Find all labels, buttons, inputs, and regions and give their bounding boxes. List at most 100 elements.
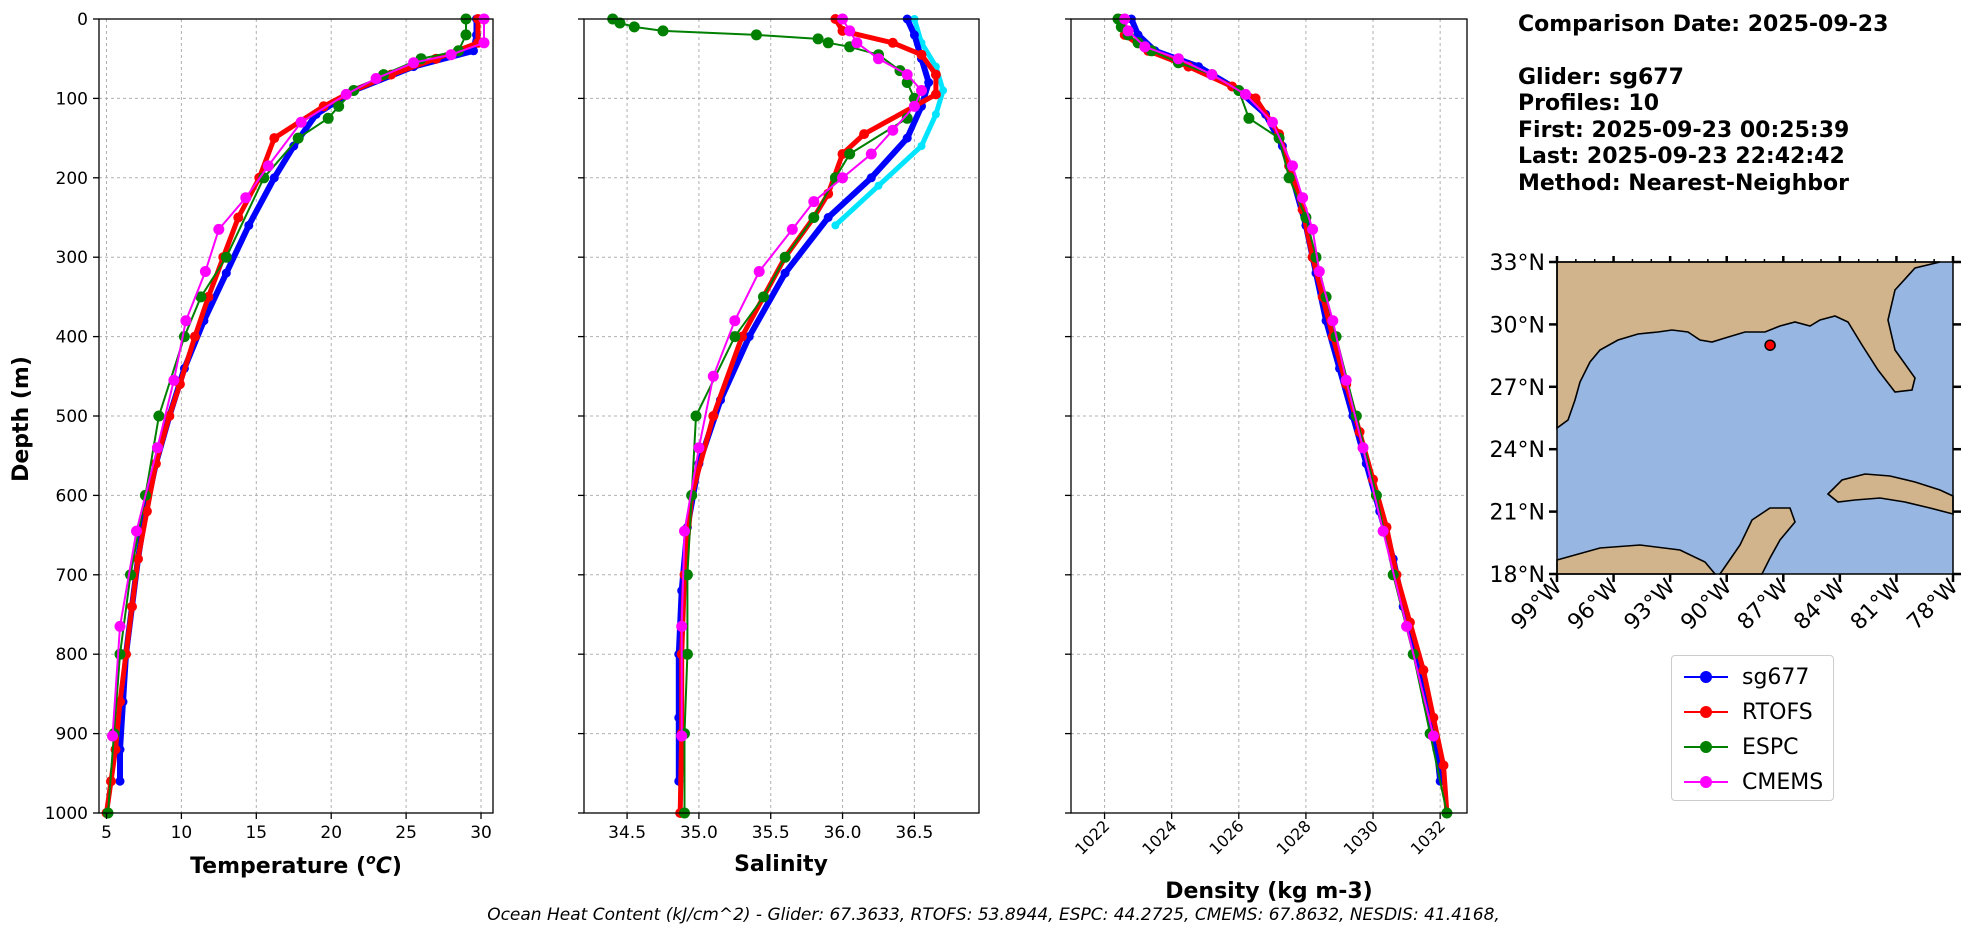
- series-sg677: [1126, 14, 1445, 786]
- salinity-ticks: 34.5 35.0 35.5 36.0 36.5: [578, 18, 933, 843]
- salinity-panel: 34.5 35.0 35.5 36.0 36.5 Salinity: [578, 13, 980, 877]
- data-point-rtofs: [916, 49, 927, 60]
- data-point-sg677-individual: [831, 221, 840, 230]
- data-point-cmems: [851, 37, 863, 49]
- y-tick-label: 600: [56, 486, 88, 506]
- data-point-cmems: [295, 116, 307, 128]
- data-point-sg677: [823, 213, 833, 222]
- data-point-cmems: [865, 148, 877, 160]
- data-point-cmems: [873, 53, 884, 65]
- x-tick-label: 25: [395, 823, 417, 843]
- data-point-cmems: [213, 223, 225, 235]
- map-lon-label: 90°W: [1676, 574, 1737, 635]
- map-lon-label: 96°W: [1563, 574, 1624, 635]
- x-tick-label: 20: [320, 823, 342, 843]
- x-tick-label: 5: [101, 823, 112, 843]
- data-point-rtofs: [708, 411, 719, 421]
- map-lon-label: 81°W: [1846, 574, 1907, 635]
- method: Method: Nearest-Neighbor: [1518, 170, 1849, 196]
- density-grid: [1071, 18, 1467, 814]
- map-lat-label: 24°N: [1490, 438, 1545, 463]
- data-point-sg677: [780, 268, 790, 278]
- info-spacer: [1518, 39, 1888, 65]
- data-point-cmems: [1122, 25, 1134, 37]
- map-lat-label: 18°N: [1490, 563, 1545, 588]
- data-point-espc: [758, 291, 769, 303]
- temperature-xlabel: Temperature (oC): [190, 852, 402, 879]
- data-point-espc: [153, 410, 165, 422]
- data-point-cmems: [408, 57, 420, 69]
- salinity-axes-frame: [583, 18, 980, 814]
- temperature-series: [101, 13, 490, 819]
- legend-item-rtofs: RTOFS: [1682, 697, 1813, 727]
- data-point-cmems: [676, 620, 688, 632]
- data-point-cmems: [1172, 53, 1184, 65]
- data-point-cmems: [1287, 160, 1298, 172]
- data-point-cmems: [131, 525, 142, 537]
- data-point-cmems: [1139, 41, 1151, 53]
- data-point-sg677: [115, 776, 125, 786]
- depth-ylabel: Depth (m): [9, 356, 34, 482]
- data-point-cmems: [151, 442, 163, 454]
- data-point-cmems: [114, 620, 126, 632]
- map-land-north: [1556, 261, 1941, 430]
- data-point-sg677: [902, 133, 912, 143]
- x-tick-label: 36.5: [895, 823, 933, 843]
- data-point-rtofs: [930, 89, 941, 100]
- data-point-cmems: [1377, 525, 1389, 537]
- map-lat-label: 27°N: [1490, 376, 1545, 401]
- data-point-sg677: [744, 332, 754, 342]
- data-point-sg677: [244, 220, 254, 230]
- data-point-espc: [681, 648, 693, 660]
- data-point-cmems: [262, 160, 274, 172]
- data-point-espc: [779, 251, 791, 263]
- data-point-cmems: [1340, 374, 1352, 386]
- data-point-cmems: [753, 266, 765, 277]
- map-lat-label: 30°N: [1490, 313, 1545, 338]
- data-point-sg677-individual: [874, 181, 883, 190]
- salinity-grid: [584, 18, 979, 814]
- data-point-espc: [844, 148, 856, 160]
- data-point-cmems: [786, 223, 798, 235]
- ohc-footer: Ocean Heat Content (kJ/cm^2) - Glider: 6…: [487, 905, 1500, 925]
- legend-swatch-rtofs: [1682, 697, 1730, 727]
- legend-item-sg677: sg677: [1682, 662, 1809, 692]
- map-lon-label: 87°W: [1733, 574, 1794, 635]
- data-point-espc: [114, 648, 126, 660]
- data-point-rtofs: [1438, 760, 1449, 771]
- data-point-cmems: [240, 192, 252, 204]
- y-tick-label: 800: [56, 645, 88, 665]
- data-point-cmems: [887, 124, 899, 136]
- data-point-espc: [901, 112, 913, 124]
- data-point-cmems: [676, 730, 688, 742]
- density-ticks: 1022 1024 1026 1028 1030 1032: [1065, 18, 1449, 859]
- data-point-rtofs: [164, 411, 175, 421]
- y-tick-label: 900: [56, 725, 88, 745]
- data-point-espc: [808, 212, 820, 223]
- x-tick-label: 30: [470, 823, 492, 843]
- y-tick-label: 700: [56, 566, 88, 586]
- data-point-rtofs: [203, 291, 214, 302]
- data-point-rtofs: [887, 37, 898, 48]
- data-point-sg677-individual: [939, 86, 948, 95]
- comparison-date: Comparison Date: 2025-09-23: [1518, 12, 1889, 37]
- data-point-cmems: [693, 442, 705, 454]
- map-lat-label: 21°N: [1490, 501, 1545, 526]
- density-panel: 1022 1024 1026 1028 1030 1032 Density (kg m-3…: [1065, 13, 1468, 904]
- data-point-sg677: [289, 141, 299, 151]
- legend-swatch-espc: [1682, 732, 1730, 762]
- data-point-cmems: [199, 266, 211, 277]
- glider-position-marker: [1764, 339, 1776, 351]
- data-point-cmems: [1313, 266, 1325, 277]
- data-point-espc: [1283, 172, 1295, 184]
- salinity-xlabel: Salinity: [734, 852, 828, 877]
- data-point-espc: [322, 112, 334, 124]
- data-point-cmems: [808, 196, 820, 208]
- data-point-cmems: [445, 49, 457, 61]
- data-point-cmems: [478, 37, 490, 49]
- map-lon-label: 78°W: [1903, 574, 1964, 635]
- series-sg677: [115, 14, 481, 786]
- data-point-cmems: [1327, 315, 1339, 327]
- data-point-espc: [220, 251, 232, 263]
- data-point-espc: [333, 100, 345, 112]
